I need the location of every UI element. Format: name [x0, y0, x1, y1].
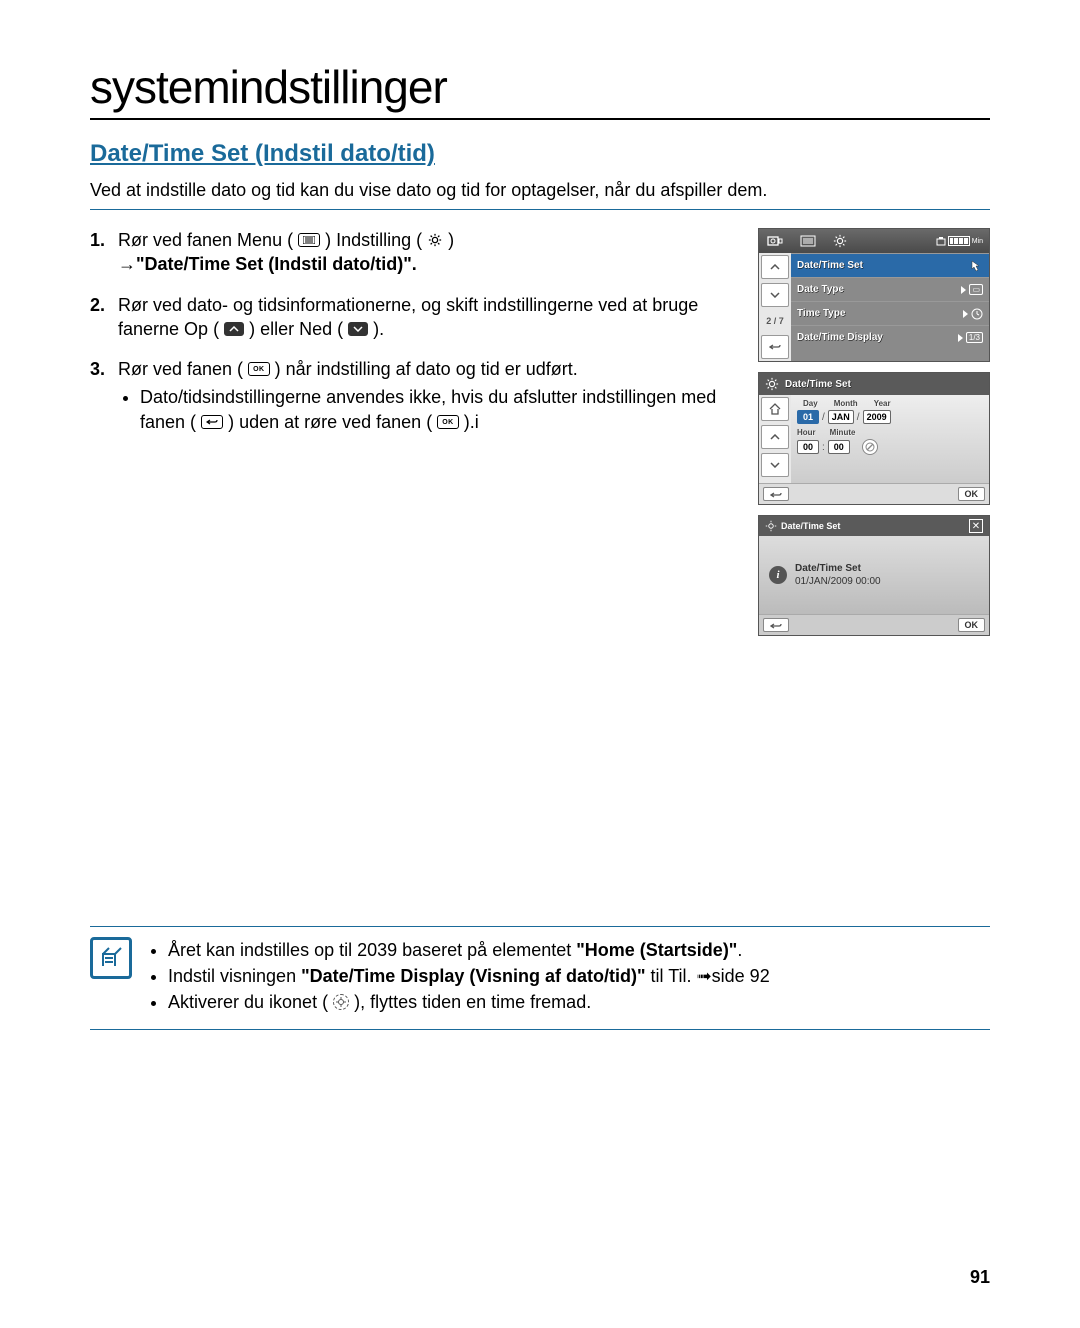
- intro-text: Ved at indstille dato og tid kan du vise…: [90, 180, 990, 201]
- note-1-end: .: [737, 940, 742, 960]
- label-month: Month: [834, 399, 858, 408]
- page-indicator: 2 / 7: [759, 309, 791, 333]
- ok-button-icon: OK: [437, 415, 459, 429]
- menu-item-label: Date/Time Display: [797, 332, 952, 343]
- battery-icon: Min: [936, 236, 983, 246]
- scroll-up-button[interactable]: [761, 255, 789, 279]
- step-1-text-a: Rør ved fanen Menu (: [118, 230, 293, 250]
- info-line-2: 01/JAN/2009 00:00: [795, 575, 881, 588]
- note-3-text-a: Aktiverer du ikonet (: [168, 992, 328, 1012]
- gear-icon: [765, 520, 777, 532]
- dst-icon: [333, 994, 349, 1010]
- menu-item-time-type[interactable]: Time Type: [791, 301, 989, 325]
- field-day[interactable]: 01: [797, 410, 819, 424]
- menu-icon: [298, 233, 320, 247]
- info-icon: i: [769, 566, 787, 584]
- scroll-down-button[interactable]: [761, 453, 789, 477]
- ok-button-icon: OK: [248, 362, 270, 376]
- field-year[interactable]: 2009: [863, 410, 891, 424]
- step-1-text-c: ): [448, 230, 454, 250]
- dst-toggle-icon[interactable]: [862, 439, 878, 455]
- back-button[interactable]: [763, 487, 789, 501]
- note-icon: [90, 937, 132, 979]
- pointer-icon: [969, 259, 983, 273]
- step-2-text-c: ).: [373, 319, 384, 339]
- page-title: systemindstillinger: [90, 60, 990, 120]
- screen-date-time-confirm: Date/Time Set ✕ i Date/Time Set 01/JAN/2…: [758, 515, 990, 636]
- note-2-text-a: Indstil visningen: [168, 966, 301, 986]
- display-value: 1/3: [966, 332, 983, 343]
- gear-icon: [765, 377, 779, 391]
- home-button[interactable]: [761, 397, 789, 421]
- screen-title: Date/Time Set: [781, 521, 840, 531]
- clock-icon: [971, 308, 983, 320]
- label-hour: Hour: [797, 428, 816, 437]
- note-1: Året kan indstilles op til 2039 baseret …: [168, 937, 770, 963]
- close-button[interactable]: ✕: [969, 519, 983, 533]
- ok-button[interactable]: OK: [958, 487, 986, 501]
- menu-item-label: Date Type: [797, 284, 955, 295]
- chevron-right-icon: [963, 310, 968, 318]
- divider: [90, 209, 990, 210]
- back-button[interactable]: [761, 335, 789, 359]
- up-arrow-icon: [224, 322, 244, 336]
- step-3-sub: Dato/tidsindstillingerne anvendes ikke, …: [140, 385, 740, 434]
- step-3-sub-c: ).i: [464, 412, 479, 432]
- label-day: Day: [803, 399, 818, 408]
- note-3: Aktiverer du ikonet ( ), flyttes tiden e…: [168, 989, 770, 1015]
- page-number: 91: [970, 1267, 990, 1288]
- scroll-down-button[interactable]: [761, 283, 789, 307]
- menu-list-icon: [797, 232, 819, 250]
- step-3-text-a: Rør ved fanen (: [118, 359, 243, 379]
- menu-item-date-type[interactable]: Date Type ▭: [791, 277, 989, 301]
- camera-mode-icon: [765, 232, 787, 250]
- menu-item-label: Date/Time Set: [797, 260, 963, 271]
- note-2-pageref: side 92: [712, 966, 770, 986]
- steps-list: Rør ved fanen Menu ( ) Indstilling ( ) →…: [90, 228, 740, 434]
- screen-title: Date/Time Set: [785, 379, 851, 390]
- note-2-text-b: til Til.: [646, 966, 697, 986]
- step-2-text-b: ) eller Ned (: [249, 319, 343, 339]
- field-month[interactable]: JAN: [828, 410, 854, 424]
- menu-item-date-time-display[interactable]: Date/Time Display 1/3: [791, 325, 989, 349]
- scroll-up-button[interactable]: [761, 425, 789, 449]
- back-button[interactable]: [763, 618, 789, 632]
- label-minute: Minute: [830, 428, 856, 437]
- step-1-text-b: ) Indstilling (: [325, 230, 422, 250]
- field-hour[interactable]: 00: [797, 440, 819, 454]
- step-1-bold: "Date/Time Set (Indstil dato/tid)".: [136, 254, 417, 274]
- menu-item-label: Time Type: [797, 308, 957, 319]
- chevron-right-icon: [958, 334, 963, 342]
- screen-date-time-edit: Date/Time Set Day Month Y: [758, 372, 990, 505]
- step-2-text-a: Rør ved dato- og tidsinformationerne, og…: [118, 295, 698, 339]
- chevron-right-icon: [961, 286, 966, 294]
- field-minute[interactable]: 00: [828, 440, 850, 454]
- return-icon: [201, 415, 223, 429]
- date-type-value-icon: ▭: [969, 284, 983, 295]
- note-1-bold: "Home (Startside)": [576, 940, 737, 960]
- settings-gear-icon: [427, 232, 443, 248]
- note-2-bold: "Date/Time Display (Visning af dato/tid)…: [301, 966, 645, 986]
- down-arrow-icon: [348, 322, 368, 336]
- note-1-text: Året kan indstilles op til 2039 baseret …: [168, 940, 576, 960]
- step-1: Rør ved fanen Menu ( ) Indstilling ( ) →…: [90, 228, 740, 277]
- label-year: Year: [874, 399, 891, 408]
- screen-menu-list: Min 2 / 7 Date/Time Set: [758, 228, 990, 362]
- gear-icon: [829, 232, 851, 250]
- step-3-sub-b: ) uden at røre ved fanen (: [228, 412, 432, 432]
- ok-button[interactable]: OK: [958, 618, 986, 632]
- note-2: Indstil visningen "Date/Time Display (Vi…: [168, 963, 770, 989]
- step-2: Rør ved dato- og tidsinformationerne, og…: [90, 293, 740, 342]
- menu-item-date-time-set[interactable]: Date/Time Set: [791, 253, 989, 277]
- step-3: Rør ved fanen ( OK ) når indstilling af …: [90, 357, 740, 434]
- step-3-text-b: ) når indstilling af dato og tid er udfø…: [275, 359, 578, 379]
- section-heading: Date/Time Set (Indstil dato/tid): [90, 140, 990, 168]
- note-3-text-b: ), flyttes tiden en time fremad.: [354, 992, 591, 1012]
- info-line-1: Date/Time Set: [795, 562, 881, 575]
- notes-list: Året kan indstilles op til 2039 baseret …: [146, 937, 770, 1015]
